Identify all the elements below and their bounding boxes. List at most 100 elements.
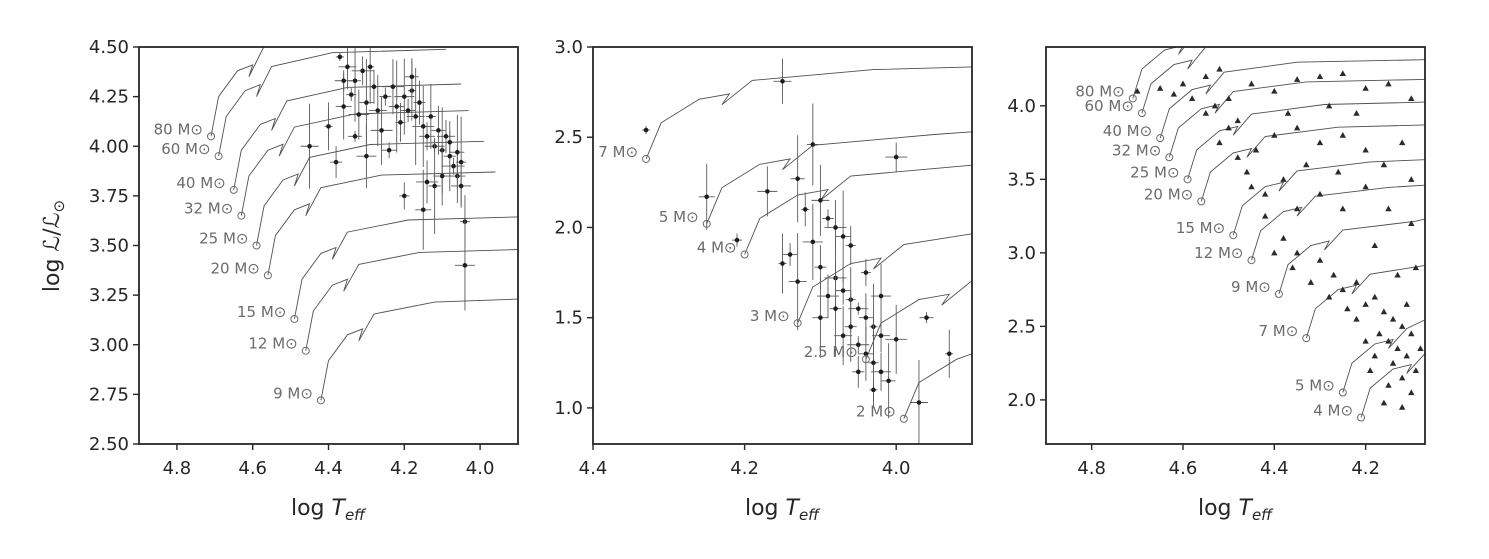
data-point bbox=[810, 142, 816, 147]
data-point bbox=[1330, 271, 1337, 278]
data-point bbox=[1408, 95, 1415, 102]
track-mass-label: 4 M⊙ bbox=[1313, 402, 1353, 420]
data-point bbox=[1362, 337, 1369, 344]
track-mass-label: 4 M⊙ bbox=[697, 239, 737, 257]
data-point bbox=[424, 134, 430, 139]
data-point bbox=[1398, 374, 1406, 381]
data-point bbox=[863, 270, 869, 275]
track-mass-label: 15 M⊙ bbox=[237, 303, 286, 321]
data-point bbox=[1380, 399, 1388, 406]
data-point bbox=[1243, 168, 1251, 175]
tracks-layer bbox=[1132, 47, 1425, 418]
evolutionary-track bbox=[865, 267, 972, 360]
data-point bbox=[818, 198, 823, 203]
data-point bbox=[924, 315, 929, 320]
data-point bbox=[1367, 367, 1374, 374]
labels-layer: 7 M⊙ 5 M⊙ 4 M⊙ 3 M⊙ 2.5 M⊙ 2 M⊙ bbox=[598, 143, 908, 423]
evolutionary-track bbox=[1342, 317, 1425, 393]
data-point bbox=[458, 183, 464, 189]
data-point bbox=[364, 100, 369, 105]
track-start-marker bbox=[1357, 413, 1366, 422]
data-point bbox=[1353, 279, 1360, 285]
x-tick-label: 4.6 bbox=[1169, 458, 1198, 479]
data-point bbox=[1362, 84, 1369, 91]
data-point bbox=[1202, 109, 1210, 116]
y-axis-label: log ℒ/ℒ⊙ bbox=[40, 200, 68, 292]
ticks-layer: 4.8 4.6 4.4 4.2 4.0 2.50 2.75 3.00 3.25 3.50 3.75 4… bbox=[89, 37, 494, 479]
track-mass-label: 12 M⊙ bbox=[248, 335, 297, 353]
data-point bbox=[863, 351, 869, 357]
data-point bbox=[1398, 323, 1406, 329]
track-mass-label: 60 M⊙ bbox=[161, 140, 210, 158]
data-point bbox=[1248, 183, 1255, 190]
y-tick-label: 2.5 bbox=[554, 127, 583, 148]
data-point bbox=[1417, 345, 1424, 351]
data-point bbox=[1234, 154, 1241, 160]
data-point bbox=[1394, 271, 1401, 278]
data-point bbox=[863, 315, 869, 320]
data-point bbox=[1316, 190, 1324, 197]
track-start-marker bbox=[740, 250, 749, 259]
data-point bbox=[916, 400, 922, 405]
track-mass-label: 2 M⊙ bbox=[856, 403, 896, 421]
data-point bbox=[893, 154, 899, 160]
data-point bbox=[643, 127, 649, 133]
evolutionary-track bbox=[1305, 263, 1425, 339]
track-start-marker bbox=[899, 414, 908, 423]
track-mass-label: 40 M⊙ bbox=[1103, 122, 1152, 140]
data-point bbox=[1408, 330, 1415, 337]
data-point bbox=[1325, 102, 1333, 109]
x-tick-label: 4.0 bbox=[466, 458, 495, 479]
evolutionary-track bbox=[1232, 159, 1425, 236]
y-tick-label: 2.75 bbox=[89, 384, 129, 405]
track-mass-label: 20 M⊙ bbox=[210, 259, 259, 277]
data-point bbox=[1284, 109, 1292, 116]
data-point bbox=[364, 153, 369, 159]
data-point bbox=[447, 139, 453, 145]
data-point bbox=[878, 369, 884, 375]
track-mass-label: 3 M⊙ bbox=[750, 307, 790, 325]
track-mass-label: 25 M⊙ bbox=[1130, 163, 1179, 181]
labels-layer: 80 M⊙60 M⊙ 40 M⊙32 M⊙ 25 M⊙ 20 M⊙ 15 M⊙ 12 M⊙… bbox=[1075, 82, 1366, 422]
data-point bbox=[1216, 139, 1223, 146]
data-point bbox=[833, 225, 838, 230]
track-start-marker bbox=[1338, 388, 1347, 397]
x-tick-label: 4.4 bbox=[1260, 458, 1289, 479]
track-mass-label: 7 M⊙ bbox=[1258, 322, 1298, 340]
data-point bbox=[886, 378, 891, 384]
track-start-marker bbox=[793, 319, 802, 328]
evolutionary-track bbox=[1251, 184, 1425, 261]
data-point bbox=[1408, 389, 1415, 396]
evolutionary-track bbox=[903, 326, 972, 419]
data-point bbox=[1316, 257, 1324, 263]
track-start-marker bbox=[642, 154, 651, 163]
data-point bbox=[1389, 359, 1397, 366]
points-layer bbox=[300, 47, 475, 311]
data-point bbox=[371, 84, 377, 89]
data-point bbox=[1380, 308, 1388, 315]
data-point bbox=[1385, 337, 1392, 344]
data-point bbox=[871, 387, 876, 393]
data-point bbox=[383, 94, 388, 99]
data-point bbox=[462, 263, 468, 268]
data-point bbox=[1271, 249, 1278, 256]
track-start-marker bbox=[1165, 153, 1174, 162]
data-point bbox=[1293, 249, 1301, 256]
data-point bbox=[1225, 124, 1232, 131]
data-point bbox=[878, 333, 884, 339]
y-tick-label: 3.25 bbox=[89, 285, 129, 306]
data-point bbox=[439, 173, 445, 179]
track-start-marker bbox=[229, 185, 238, 194]
x-tick-label: 4.2 bbox=[390, 458, 419, 479]
data-point bbox=[1252, 146, 1260, 153]
data-point bbox=[1412, 264, 1420, 271]
data-point bbox=[1156, 84, 1164, 91]
data-point bbox=[443, 134, 449, 139]
data-point bbox=[352, 134, 358, 139]
evolutionary-track bbox=[240, 110, 469, 216]
plot-frame bbox=[592, 46, 973, 445]
data-point bbox=[1216, 65, 1223, 72]
data-point bbox=[1385, 381, 1392, 388]
data-point bbox=[436, 128, 441, 133]
